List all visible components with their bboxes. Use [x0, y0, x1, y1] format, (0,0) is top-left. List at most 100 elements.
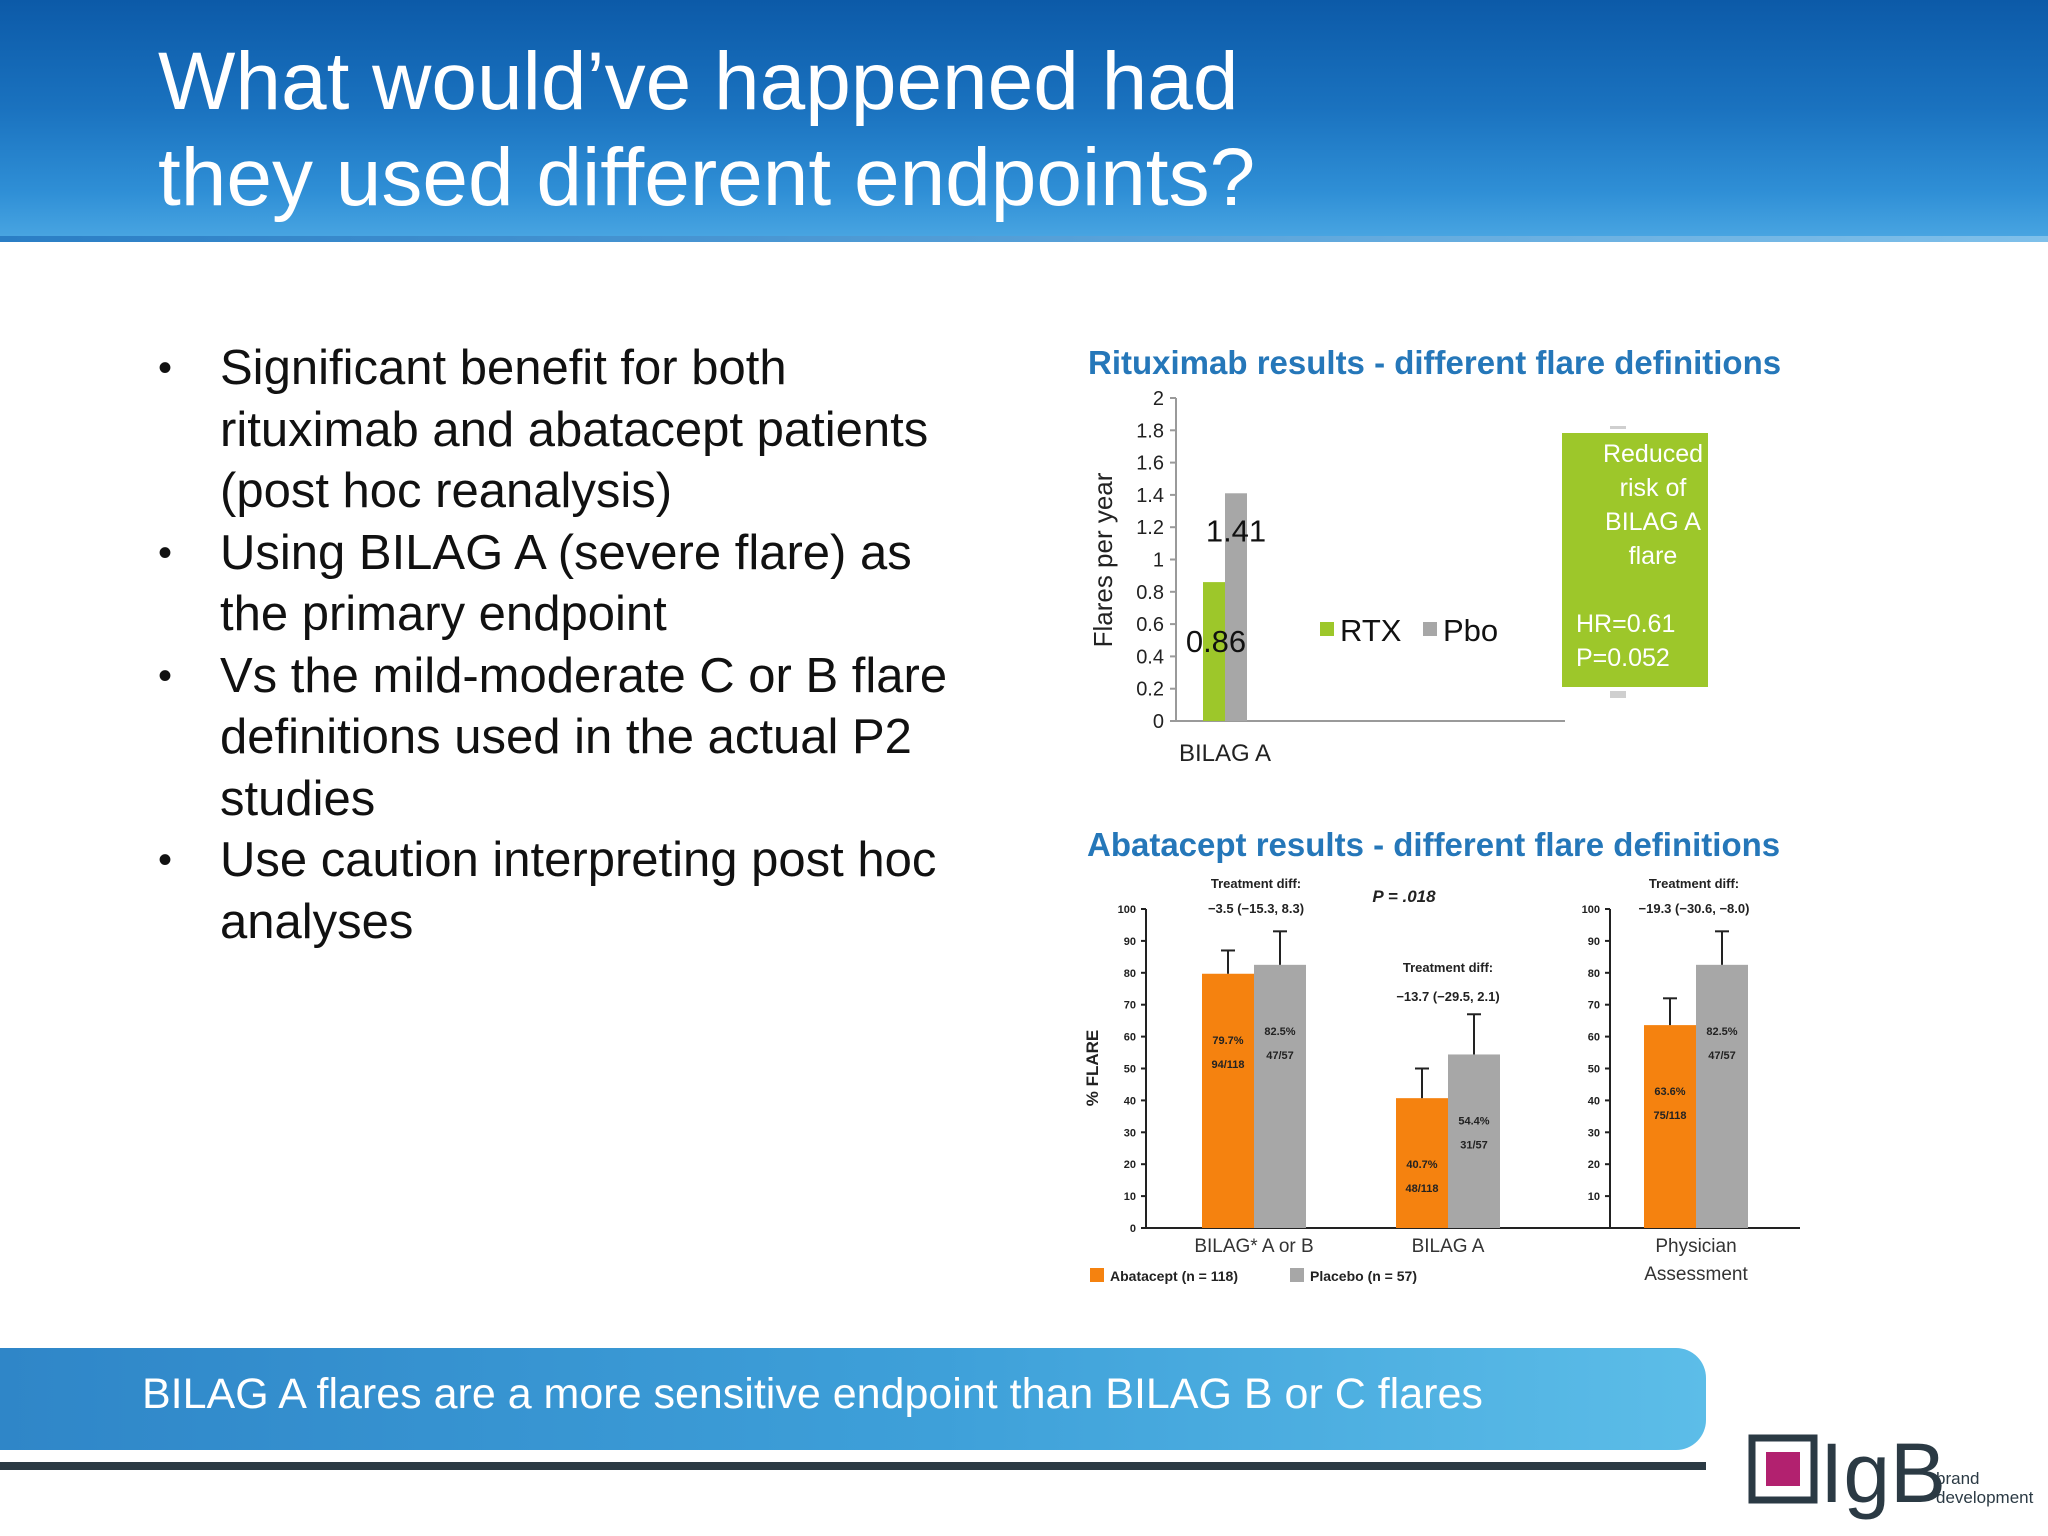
- legend-swatch: [1090, 1268, 1104, 1282]
- y-tick-label: 1.2: [1136, 517, 1164, 539]
- y-axis-label: % FLARE: [1083, 1030, 1102, 1107]
- legend-swatch: [1320, 622, 1334, 636]
- bullet-item: • Vs the mild-moderate C or B flare defin…: [158, 646, 958, 831]
- legend-label: Placebo (n = 57): [1310, 1268, 1417, 1284]
- y-tick-label: 50: [1124, 1064, 1136, 1076]
- bar-label-count: 47/57: [1708, 1050, 1736, 1062]
- annotation-stat: P=0.052: [1576, 644, 1670, 672]
- data-label: 0.86: [1186, 624, 1246, 659]
- y-tick-label: 80: [1124, 968, 1136, 980]
- bar-label-pct: 82.5%: [1264, 1026, 1295, 1038]
- bar-label-pct: 40.7%: [1406, 1159, 1437, 1171]
- footer-rule: [0, 1462, 1706, 1470]
- bar-placebo: [1448, 1054, 1500, 1228]
- bullet-marker: •: [158, 346, 173, 390]
- bullet-text: Vs the mild-moderate C or B flare defini…: [220, 648, 948, 826]
- abatacept-chart: 0 10 20 30 40 50 60 70 80 90 100 % FLARE 10 20 30 40 50 6…: [1083, 876, 1800, 1285]
- y-tick-label: 40: [1124, 1095, 1136, 1107]
- y-tick-label-secondary: 30: [1588, 1127, 1600, 1139]
- bullet-text: Using BILAG A (severe flare) as the prim…: [220, 525, 912, 642]
- logo-sub-1: brand: [1936, 1469, 1979, 1488]
- x-tick-label: Physician: [1655, 1236, 1736, 1257]
- bar-abatacept: [1396, 1098, 1448, 1228]
- title-banner: [0, 0, 2048, 240]
- y-tick-label: 70: [1124, 1000, 1136, 1012]
- legend-label: RTX: [1340, 613, 1402, 648]
- y-tick-label: 100: [1118, 904, 1136, 916]
- data-label: 1.41: [1206, 513, 1266, 548]
- conclusion-banner: [0, 1348, 1706, 1450]
- y-tick-label: 20: [1124, 1159, 1136, 1171]
- logo-mark: IgB: [1820, 1426, 1946, 1520]
- bar-label-count: 48/118: [1405, 1183, 1438, 1195]
- bullet-text: Significant benefit for both rituximab a…: [220, 341, 929, 518]
- bar-label-count: 31/57: [1460, 1139, 1488, 1151]
- bar-label-count: 47/57: [1266, 1050, 1294, 1062]
- y-tick-label: 0.2: [1136, 679, 1164, 701]
- treatment-diff-label: Treatment diff:: [1211, 876, 1301, 891]
- bar-label-pct: 63.6%: [1654, 1086, 1685, 1098]
- bullet-text: Use caution interpreting post hoc analys…: [220, 833, 937, 949]
- y-tick-label: 1.8: [1136, 420, 1164, 442]
- y-tick-label-secondary: 90: [1588, 936, 1600, 948]
- bullet-item: • Significant benefit for both rituximab …: [158, 338, 958, 523]
- annotation-line: flare: [1629, 542, 1678, 570]
- legend-swatch: [1423, 622, 1437, 636]
- y-tick-label: 1: [1153, 550, 1164, 572]
- bullet-marker: •: [158, 530, 173, 575]
- y-tick-label-secondary: 100: [1582, 904, 1600, 916]
- treatment-diff-value: −19.3 (−30.6, −8.0): [1639, 901, 1750, 916]
- igb-logo: IgB brand development: [1748, 1426, 2034, 1520]
- bullet-item: • Use caution interpreting post hoc analy…: [158, 830, 958, 953]
- rituximab-chart: 0 0.2 0.4 0.6 0.8 1 1.2 1.4 1.6 1.8 2 Flares per ye…: [1088, 388, 1712, 767]
- abatacept-chart-title: Abatacept results - different flare defi…: [1087, 826, 1781, 863]
- title-line-1: What would’ve happened had: [158, 36, 1239, 127]
- y-tick-label: 2: [1153, 388, 1164, 410]
- y-tick-label-secondary: 60: [1588, 1032, 1600, 1044]
- annotation-line: risk of: [1620, 474, 1687, 502]
- bar-label-count: 75/118: [1653, 1110, 1686, 1122]
- bar-label-pct: 54.4%: [1458, 1115, 1489, 1127]
- x-tick-label: BILAG A: [1179, 740, 1271, 767]
- y-tick-label-secondary: 20: [1588, 1159, 1600, 1171]
- logo-sub-2: development: [1936, 1488, 2034, 1507]
- y-tick-label-secondary: 40: [1588, 1095, 1600, 1107]
- y-axis-label: Flares per year: [1088, 472, 1118, 647]
- treatment-diff-label: Treatment diff:: [1403, 960, 1493, 975]
- y-tick-label: 0: [1130, 1223, 1136, 1235]
- bar-placebo: [1696, 964, 1748, 1228]
- x-tick-label: BILAG* A or B: [1194, 1236, 1313, 1257]
- treatment-diff-label: Treatment diff:: [1649, 876, 1739, 891]
- legend-label: Abatacept (n = 118): [1110, 1268, 1238, 1284]
- y-tick-label: 0: [1153, 711, 1164, 733]
- bar-pbo: [1225, 493, 1247, 721]
- title-line-2: they used different endpoints?: [158, 132, 1256, 223]
- title-divider: [0, 236, 2048, 242]
- bullet-marker: •: [158, 838, 173, 882]
- y-tick-label: 0.4: [1136, 646, 1164, 668]
- bar-rtx: [1203, 582, 1225, 721]
- bar-abatacept: [1202, 973, 1254, 1228]
- p-value: P = .018: [1372, 887, 1436, 906]
- bar-abatacept: [1644, 1025, 1696, 1228]
- y-tick-label: 90: [1124, 936, 1136, 948]
- y-tick-label-secondary: 70: [1588, 1000, 1600, 1012]
- rituximab-chart-title: Rituximab results - different flare defi…: [1088, 344, 1782, 381]
- bar-label-pct: 79.7%: [1212, 1035, 1243, 1047]
- annotation-stat: HR=0.61: [1576, 610, 1675, 638]
- x-tick-label: BILAG A: [1412, 1236, 1485, 1257]
- logo-frame: [1748, 1434, 1818, 1504]
- y-tick-label: 30: [1124, 1127, 1136, 1139]
- bar-label-pct: 82.5%: [1706, 1026, 1737, 1038]
- annotation-line: Reduced: [1603, 440, 1703, 468]
- annotation-box: [1558, 429, 1712, 691]
- y-tick-label: 60: [1124, 1032, 1136, 1044]
- y-tick-label-secondary: 10: [1588, 1191, 1600, 1203]
- bar-placebo: [1254, 964, 1306, 1228]
- bar-label-count: 94/118: [1211, 1059, 1244, 1071]
- y-tick-label-secondary: 80: [1588, 968, 1600, 980]
- y-tick-label: 1.4: [1136, 485, 1164, 507]
- y-tick-label-secondary: 50: [1588, 1064, 1600, 1076]
- logo-square: [1766, 1452, 1800, 1486]
- legend-label: Pbo: [1443, 613, 1498, 648]
